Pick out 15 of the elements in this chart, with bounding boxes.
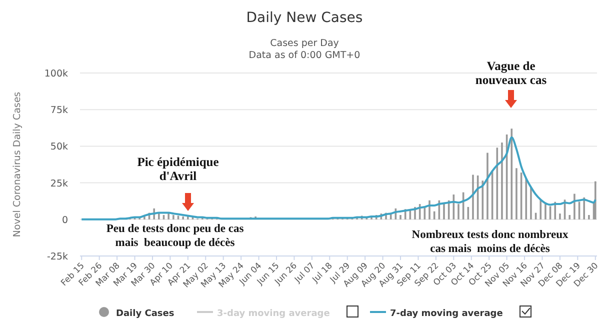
y-axis-title: Novel Coronavirus Daily Cases bbox=[12, 92, 23, 238]
annotation: Nombreux tests donc nombreux cas mais moins de décès bbox=[412, 229, 568, 255]
annotation: Pic épidémique d'Avril bbox=[137, 155, 220, 183]
y-tick-label: 50k bbox=[50, 142, 68, 153]
legend-label: 7-day moving average bbox=[390, 309, 503, 319]
legend-label: Daily Cases bbox=[116, 309, 174, 319]
y-tick-label: 25k bbox=[50, 178, 68, 190]
y-tick-label: 0 bbox=[62, 214, 68, 226]
annotation: Vague de nouveaux cas bbox=[475, 59, 547, 87]
y-tick-label: 100k bbox=[44, 68, 68, 80]
y-tick-label: 75k bbox=[50, 105, 68, 116]
chart-title: Daily New Cases bbox=[246, 10, 363, 26]
annotation: Peu de tests donc peu de cas mais beaucoup de décès bbox=[106, 223, 244, 249]
chart-subtitle: Cases per Day Data as of 0:00 GMT+0 bbox=[248, 38, 360, 61]
y-tick-label: -25k bbox=[46, 252, 68, 262]
